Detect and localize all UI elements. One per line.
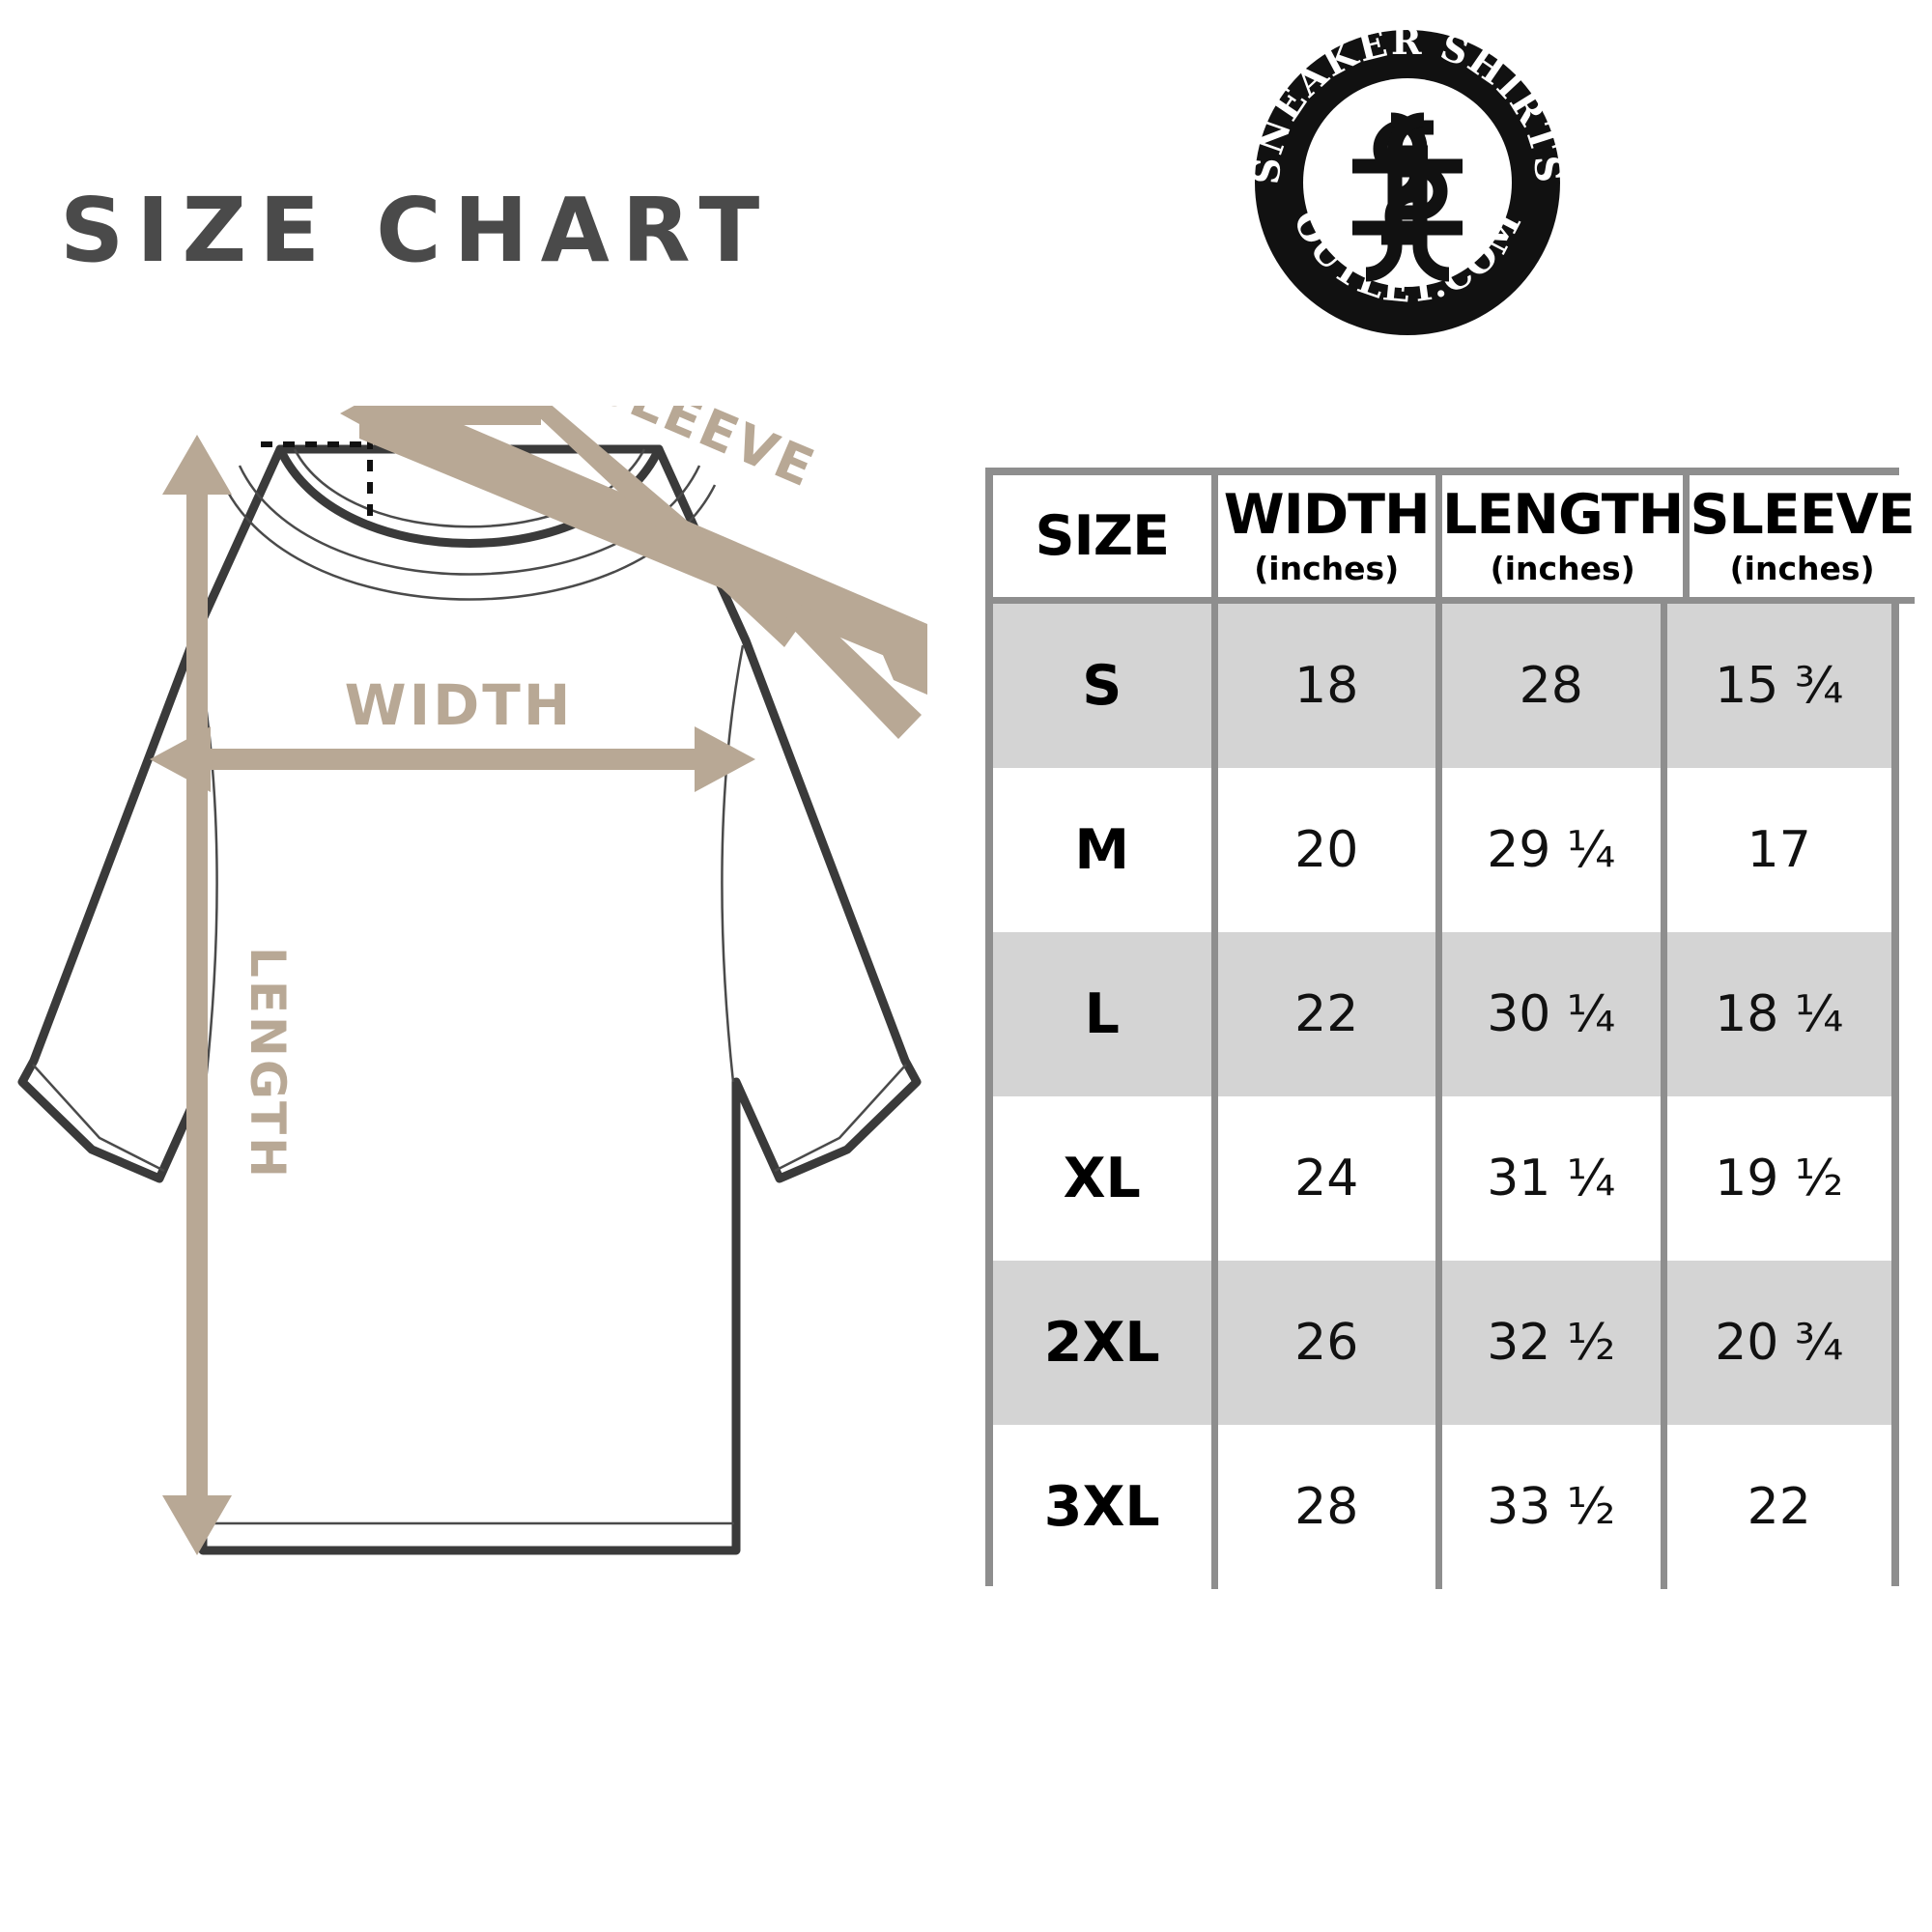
row-length-value: 29 ¼: [1487, 821, 1616, 879]
cell-width: 24: [1217, 1096, 1442, 1261]
sleeve-arrow-leadin: [340, 406, 531, 446]
header-width-unit: (inches): [1254, 550, 1400, 587]
cell-length: 29 ¼: [1442, 768, 1667, 932]
row-sleeve-value: 15 ¾: [1715, 657, 1844, 715]
cell-length: 28: [1442, 604, 1667, 768]
header-cell-sleeve: SLEEVE (inches): [1690, 475, 1916, 604]
row-width-value: 22: [1294, 985, 1359, 1043]
table-row: XL 24 31 ¼ 19 ½: [993, 1096, 1891, 1261]
row-size-label: 2XL: [1043, 1310, 1160, 1375]
cell-length: 30 ¼: [1442, 932, 1667, 1096]
width-arrow: [150, 726, 755, 792]
header-width-label: WIDTH: [1223, 483, 1431, 547]
table-row: M 20 29 ¼ 17: [993, 768, 1891, 932]
width-label: WIDTH: [345, 672, 574, 738]
cell-width: 18: [1217, 604, 1442, 768]
cell-size: XL: [993, 1096, 1218, 1261]
table-row: L 22 30 ¼ 18 ¼: [993, 932, 1891, 1096]
header-sleeve-unit: (inches): [1729, 550, 1875, 587]
cell-length: 32 ½: [1442, 1261, 1667, 1425]
tshirt-outline: [17, 444, 922, 1555]
header-size-label: SIZE: [1035, 503, 1170, 568]
tshirt-sleeve-seam-right: [721, 644, 745, 1083]
table-row: S 18 28 15 ¾: [993, 604, 1891, 768]
cell-size: 3XL: [993, 1425, 1218, 1589]
sleeve-arrow-diagonal: [526, 406, 922, 739]
cell-size: 2XL: [993, 1261, 1218, 1425]
tshirt-cuff-left: [32, 1064, 165, 1173]
cell-sleeve: 17: [1666, 768, 1891, 932]
row-sleeve-value: 20 ¾: [1715, 1314, 1844, 1372]
row-length-value: 31 ¼: [1487, 1150, 1616, 1208]
table-row: 2XL 26 32 ½ 20 ¾: [993, 1261, 1891, 1425]
cell-sleeve: 20 ¾: [1666, 1261, 1891, 1425]
header-length-unit: (inches): [1490, 550, 1635, 587]
header-length-label: LENGTH: [1442, 483, 1684, 547]
size-table: SIZE WIDTH (inches) LENGTH (inches) SLEE…: [985, 468, 1916, 1589]
cell-width: 22: [1217, 932, 1442, 1096]
length-label: LENGTH: [240, 947, 296, 1180]
cell-length: 33 ½: [1442, 1425, 1667, 1589]
row-width-value: 24: [1294, 1150, 1359, 1208]
tshirt-cuff-right: [774, 1064, 907, 1173]
row-sleeve-value: 18 ¼: [1715, 985, 1844, 1043]
cell-sleeve: 18 ¼: [1666, 932, 1891, 1096]
header-sleeve-label: SLEEVE: [1690, 483, 1915, 547]
header-cell-width: WIDTH (inches): [1217, 475, 1442, 604]
page-title: SIZE CHART: [60, 179, 773, 282]
cell-size: L: [993, 932, 1218, 1096]
header-cell-length: LENGTH (inches): [1442, 475, 1690, 604]
cell-width: 26: [1217, 1261, 1442, 1425]
cell-size: S: [993, 604, 1218, 768]
header-cell-size: SIZE: [993, 475, 1218, 604]
row-length-value: 30 ¼: [1487, 985, 1616, 1043]
table-header-row: SIZE WIDTH (inches) LENGTH (inches) SLEE…: [993, 475, 1916, 604]
cell-length: 31 ¼: [1442, 1096, 1667, 1261]
cell-width: 28: [1217, 1425, 1442, 1589]
tshirt-diagram: WIDTH LENGTH SLEEVE: [0, 406, 927, 1623]
cell-width: 20: [1217, 768, 1442, 932]
row-length-value: 32 ½: [1487, 1314, 1616, 1372]
row-size-label: XL: [1063, 1146, 1141, 1210]
row-width-value: 18: [1294, 657, 1359, 715]
cell-sleeve: 19 ½: [1666, 1096, 1891, 1261]
row-size-label: L: [1084, 981, 1120, 1046]
row-width-value: 28: [1294, 1478, 1359, 1536]
table-row: 3XL 28 33 ½ 22: [993, 1425, 1891, 1589]
row-size-label: S: [1082, 653, 1122, 718]
cell-size: M: [993, 768, 1218, 932]
row-size-label: M: [1074, 817, 1130, 882]
logo-monogram-bars: [1352, 112, 1463, 282]
cell-sleeve: 15 ¾: [1666, 604, 1891, 768]
row-sleeve-value: 19 ½: [1715, 1150, 1844, 1208]
row-width-value: 20: [1294, 821, 1359, 879]
brand-logo: SNEAKER SHIRTS OUTLET.COM: [1248, 23, 1567, 342]
cell-sleeve: 22: [1666, 1425, 1891, 1589]
row-width-value: 26: [1294, 1314, 1359, 1372]
row-size-label: 3XL: [1043, 1474, 1160, 1539]
row-length-value: 28: [1519, 657, 1583, 715]
row-length-value: 33 ½: [1487, 1478, 1616, 1536]
row-sleeve-value: 17: [1747, 821, 1811, 879]
row-sleeve-value: 22: [1747, 1478, 1811, 1536]
